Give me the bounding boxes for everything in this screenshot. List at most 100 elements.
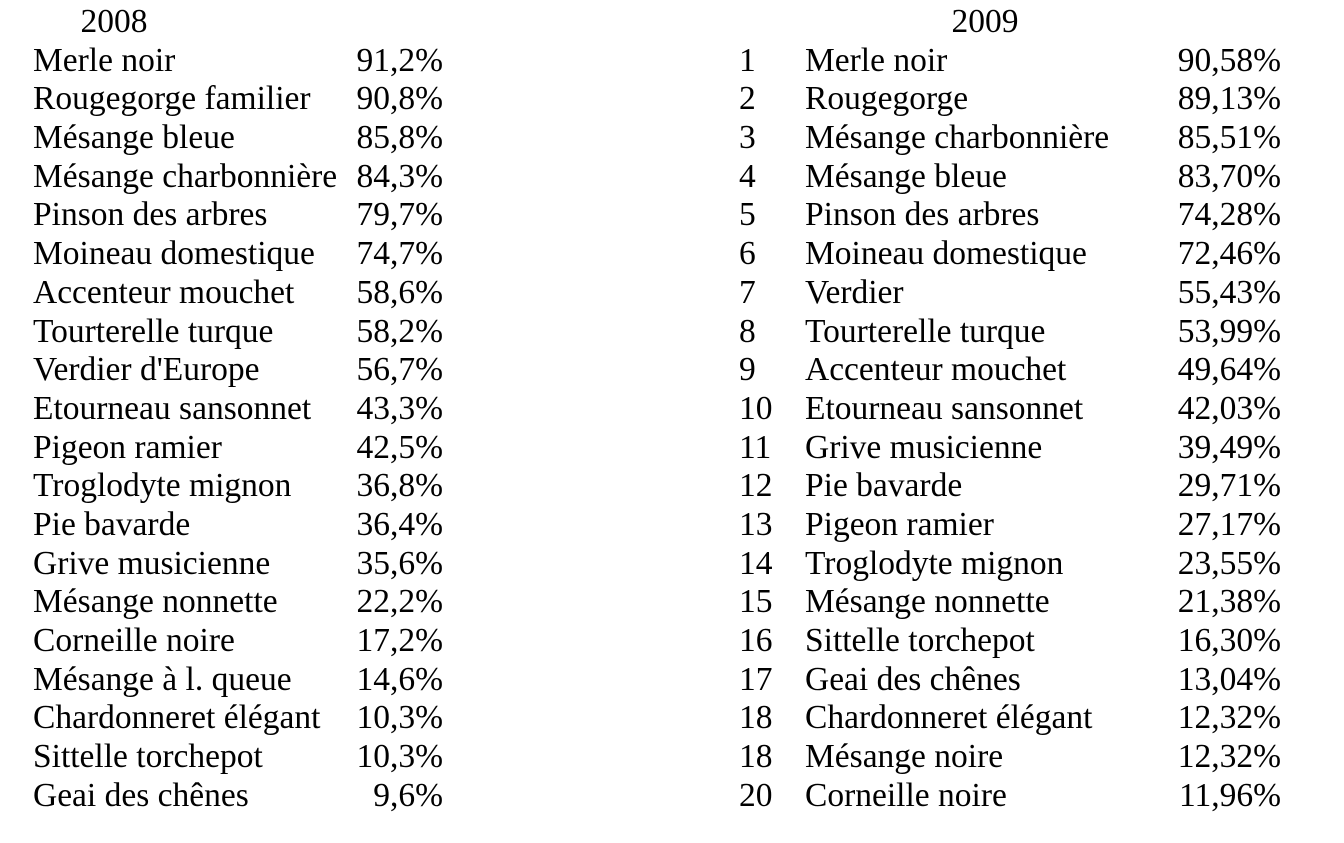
- bird-percentage: 14,6%: [356, 660, 443, 698]
- table-row: 4 Mésange bleue 83,70%: [739, 158, 1281, 197]
- rank-number: 2: [739, 80, 756, 118]
- bird-name: Moineau domestique: [33, 235, 315, 273]
- table-row: 14 Troglodyte mignon 23,55%: [739, 545, 1281, 584]
- bird-percentage: 74,7%: [356, 235, 443, 273]
- table-row: 18 Chardonneret élégant 12,32%: [739, 699, 1281, 738]
- bird-percentage: 42,03%: [1177, 389, 1281, 427]
- rank-number: 17: [739, 660, 773, 698]
- bird-percentage: 85,51%: [1177, 119, 1281, 157]
- bird-percentage: 90,8%: [356, 80, 443, 118]
- rank-number: 8: [739, 312, 756, 350]
- bird-name: Merle noir: [33, 41, 176, 79]
- rank-number: 7: [739, 273, 756, 311]
- bird-name: Pie bavarde: [33, 505, 191, 543]
- bird-name: Pinson des arbres: [805, 196, 1040, 234]
- table-row: Sittelle torchepot 10,3%: [33, 738, 443, 777]
- bird-name: Pigeon ramier: [805, 505, 994, 543]
- table-row: Rougegorge familier 90,8%: [33, 80, 443, 119]
- bird-percentage: 13,04%: [1177, 660, 1281, 698]
- bird-name: Rougegorge: [805, 80, 969, 118]
- table-row: 10 Etourneau sansonnet 42,03%: [739, 390, 1281, 429]
- bird-percentage: 16,30%: [1177, 622, 1281, 659]
- table-row: Verdier d'Europe 56,7%: [33, 351, 443, 390]
- bird-percentage: 53,99%: [1177, 312, 1281, 350]
- bird-percentage: 23,55%: [1177, 544, 1281, 582]
- bird-percentage: 10,3%: [356, 699, 443, 737]
- rank-number: 10: [739, 389, 773, 427]
- table-row: Moineau domestique 74,7%: [33, 235, 443, 274]
- table-row: Mésange nonnette 22,2%: [33, 583, 443, 622]
- bird-name: Tourterelle turque: [805, 312, 1046, 350]
- bird-percentage: 22,2%: [356, 583, 443, 621]
- table-row: Corneille noire 17,2%: [33, 622, 443, 661]
- bird-percentage: 83,70%: [1177, 157, 1281, 195]
- rank-number: 13: [739, 505, 773, 543]
- table-row: 3 Mésange charbonnière 85,51%: [739, 119, 1281, 158]
- bird-percentage: 84,3%: [356, 157, 443, 195]
- year-header-2008: 2008: [80, 3, 148, 40]
- table-row: 15 Mésange nonnette 21,38%: [739, 583, 1281, 622]
- bird-percentage: 36,8%: [356, 467, 443, 505]
- table-row: Pinson des arbres 79,7%: [33, 196, 443, 235]
- bird-percentage: 55,43%: [1177, 273, 1281, 311]
- table-body-2008: Merle noir 91,2% Rougegorge familier 90,8% M…: [33, 42, 443, 816]
- rank-number: 3: [739, 119, 756, 157]
- bird-name: Mésange noire: [805, 738, 1004, 776]
- bird-name: Etourneau sansonnet: [805, 389, 1084, 427]
- bird-name: Corneille noire: [805, 776, 1007, 814]
- table-row: Accenteur mouchet 58,6%: [33, 274, 443, 313]
- table-row: 7 Verdier 55,43%: [739, 274, 1281, 313]
- table-row: Tourterelle turque 58,2%: [33, 313, 443, 352]
- bird-percentage: 12,32%: [1177, 699, 1281, 737]
- table-row: 5 Pinson des arbres 74,28%: [739, 196, 1281, 235]
- table-row: 16 Sittelle torchepot 16,30%: [739, 622, 1281, 661]
- bird-percentage: 21,38%: [1177, 583, 1281, 621]
- table-row: 20 Corneille noire 11,96%: [739, 777, 1281, 816]
- bird-percentage: 27,17%: [1177, 505, 1281, 543]
- bird-percentage: 10,3%: [356, 738, 443, 776]
- table-row: Mésange bleue 85,8%: [33, 119, 443, 158]
- table-row: 11 Grive musicienne 39,49%: [739, 429, 1281, 468]
- rank-number: 16: [739, 622, 773, 659]
- table-row: 17 Geai des chênes 13,04%: [739, 661, 1281, 700]
- bird-name: Geai des chênes: [805, 660, 1021, 698]
- table-row: Troglodyte mignon 36,8%: [33, 467, 443, 506]
- bird-percentage: 49,64%: [1177, 351, 1281, 389]
- table-row: 18 Mésange noire 12,32%: [739, 738, 1281, 777]
- table-row: 1 Merle noir 90,58%: [739, 42, 1281, 81]
- bird-name: Sittelle torchepot: [33, 738, 263, 776]
- bird-name: Moineau domestique: [805, 235, 1087, 273]
- rank-number: 12: [739, 467, 773, 505]
- rank-number: 5: [739, 196, 756, 234]
- bird-percentage: 74,28%: [1177, 196, 1281, 234]
- bird-name: Troglodyte mignon: [33, 467, 292, 505]
- bird-percentage: 42,5%: [356, 428, 443, 466]
- bird-name: Mésange à l. queue: [33, 660, 292, 698]
- bird-name: Pie bavarde: [805, 467, 963, 505]
- bird-name: Verdier: [805, 273, 904, 311]
- bird-ranking-table-2008: 2008 Merle noir 91,2% Rougegorge familier 9…: [33, 3, 443, 815]
- bird-percentage: 91,2%: [356, 41, 443, 79]
- bird-name: Corneille noire: [33, 622, 235, 659]
- rank-number: 6: [739, 235, 756, 273]
- bird-name: Merle noir: [805, 41, 948, 79]
- year-header-2009: 2009: [951, 3, 1019, 40]
- rank-number: 9: [739, 351, 756, 389]
- table-row: Chardonneret élégant 10,3%: [33, 699, 443, 738]
- table-row: 9 Accenteur mouchet 49,64%: [739, 351, 1281, 390]
- rank-number: 4: [739, 157, 756, 195]
- bird-percentage: 35,6%: [356, 544, 443, 582]
- bird-name: Accenteur mouchet: [33, 273, 295, 311]
- table-row: Grive musicienne 35,6%: [33, 545, 443, 584]
- bird-name: Mésange bleue: [805, 157, 1007, 195]
- bird-name: Mésange bleue: [33, 119, 235, 157]
- table-row: Pigeon ramier 42,5%: [33, 429, 443, 468]
- bird-percentage: 56,7%: [356, 351, 443, 389]
- bird-percentage: 89,13%: [1177, 80, 1281, 118]
- table-row: Mésange charbonnière 84,3%: [33, 158, 443, 197]
- bird-name: Pinson des arbres: [33, 196, 268, 234]
- rank-number: 15: [739, 583, 773, 621]
- bird-name: Accenteur mouchet: [805, 351, 1067, 389]
- bird-percentage: 43,3%: [356, 389, 443, 427]
